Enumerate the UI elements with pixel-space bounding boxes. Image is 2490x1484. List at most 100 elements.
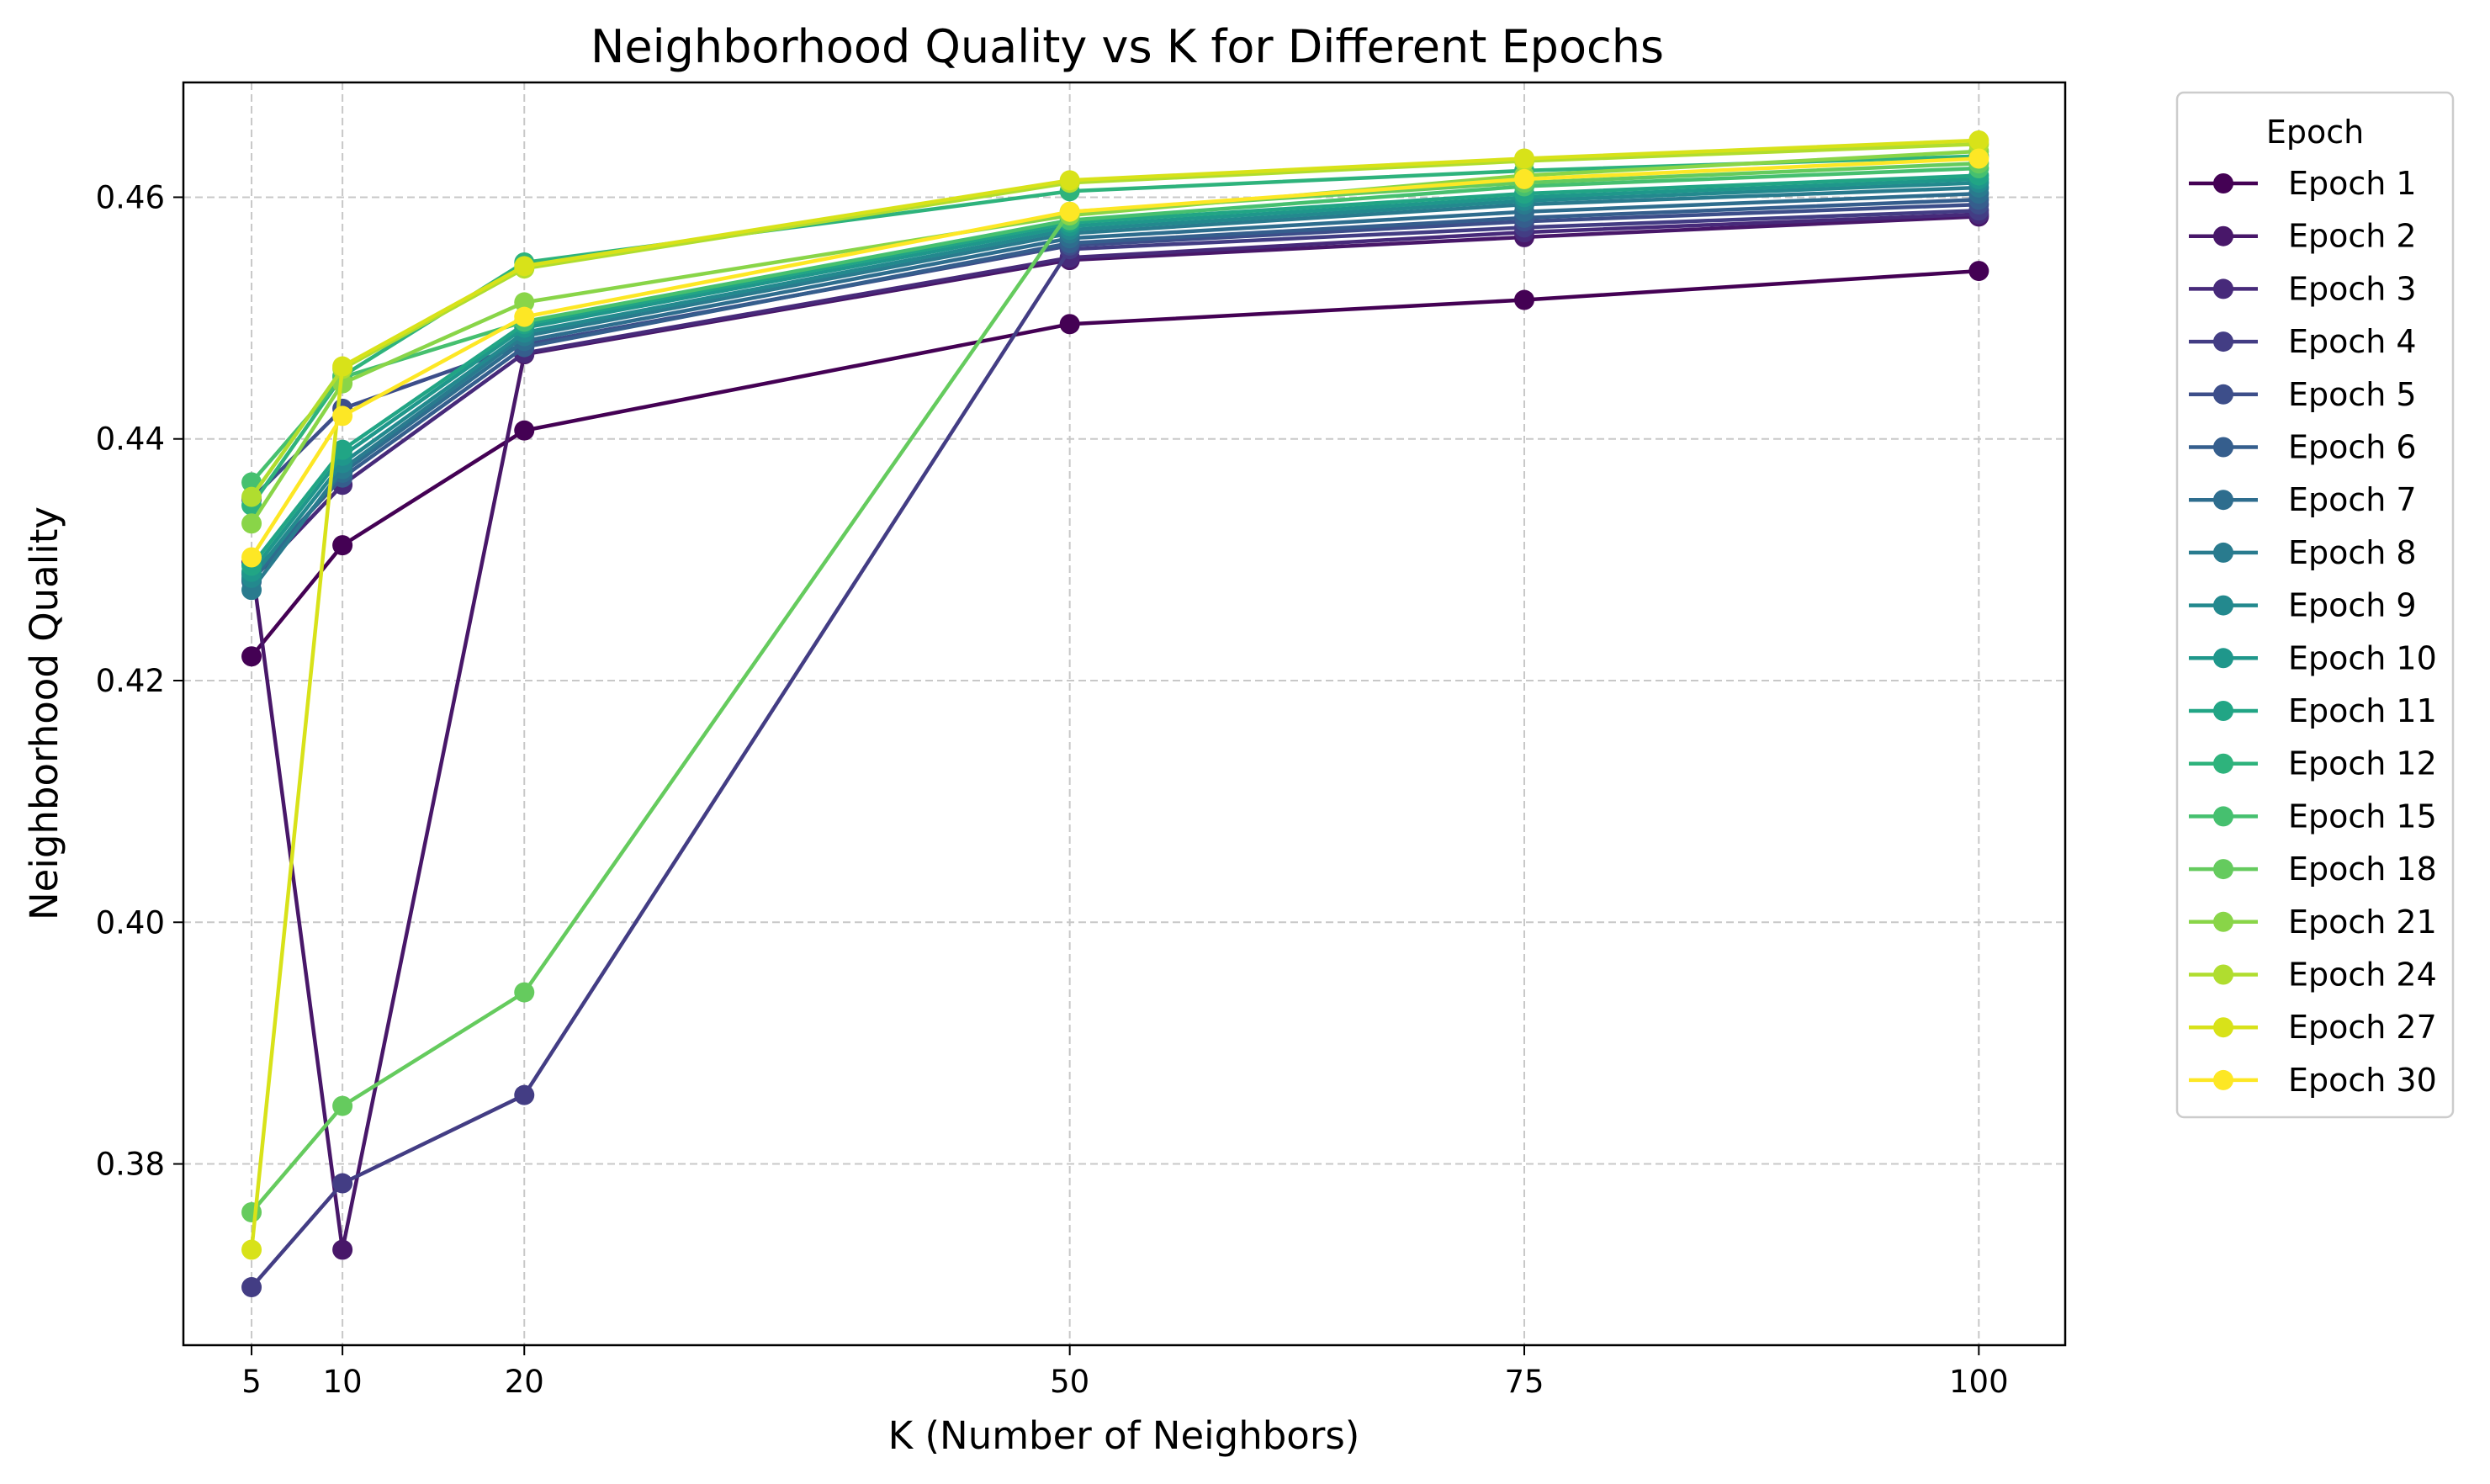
legend-label: Epoch 1 xyxy=(2288,165,2417,202)
legend-marker xyxy=(2213,753,2233,774)
data-point xyxy=(1513,168,1534,189)
legend-label: Epoch 10 xyxy=(2288,639,2437,676)
legend-marker xyxy=(2213,278,2233,299)
data-point xyxy=(1059,170,1080,191)
series-line xyxy=(250,177,1979,574)
legend-marker xyxy=(2213,173,2233,193)
legend-label: Epoch 24 xyxy=(2288,957,2437,994)
series-epoch-30 xyxy=(241,148,1989,568)
data-point xyxy=(241,646,262,667)
legend-frame xyxy=(2175,91,2455,1119)
plot-frame xyxy=(182,81,2067,1347)
series-line xyxy=(250,180,1979,580)
y-axis-label: Neighborhood Quality xyxy=(22,506,66,920)
x-axis-label: K (Number of Neighbors) xyxy=(888,1413,1360,1458)
data-point xyxy=(514,306,535,327)
data-point xyxy=(332,1095,353,1116)
x-tick-label: 100 xyxy=(1949,1364,2009,1400)
legend-label: Epoch 15 xyxy=(2288,798,2437,835)
data-point xyxy=(241,513,262,534)
data-point xyxy=(332,1239,353,1260)
legend-marker xyxy=(2213,437,2233,458)
legend-marker xyxy=(2213,1069,2233,1090)
legend-title: Epoch xyxy=(2266,114,2364,151)
legend-marker xyxy=(2213,964,2233,985)
y-tick-label: 0.42 xyxy=(96,663,165,699)
series-line xyxy=(250,142,1979,499)
legend-label: Epoch 4 xyxy=(2288,323,2417,360)
legend-item: Epoch 1 xyxy=(2189,165,2417,202)
legend-item: Epoch 9 xyxy=(2189,587,2417,624)
legend-label: Epoch 11 xyxy=(2288,692,2437,729)
legend-label: Epoch 6 xyxy=(2288,429,2417,466)
legend-item: Epoch 11 xyxy=(2189,692,2437,729)
legend-label: Epoch 18 xyxy=(2288,851,2437,888)
legend-marker xyxy=(2213,1017,2233,1038)
data-point xyxy=(1513,148,1534,169)
legend-label: Epoch 5 xyxy=(2288,376,2417,413)
legend-item: Epoch 18 xyxy=(2189,851,2437,888)
y-tick-label: 0.44 xyxy=(96,421,165,458)
legend-item: Epoch 2 xyxy=(2189,218,2417,255)
legend-marker xyxy=(2213,595,2233,616)
legend-item: Epoch 7 xyxy=(2189,481,2417,518)
legend-label: Epoch 8 xyxy=(2288,534,2417,571)
legend-items: Epoch 1 Epoch 2 Epoch 3 Epoch 4 Epoch 5 Epoch… xyxy=(2189,165,2437,1099)
data-point xyxy=(1968,148,1989,169)
series-line xyxy=(250,166,1979,484)
legend-item: Epoch 21 xyxy=(2189,904,2437,941)
legend-item: Epoch 4 xyxy=(2189,323,2417,360)
legend-marker xyxy=(2213,225,2233,246)
data-point xyxy=(241,1202,262,1222)
data-point xyxy=(332,439,353,460)
legend-label: Epoch 30 xyxy=(2288,1062,2437,1099)
legend-label: Epoch 3 xyxy=(2288,270,2417,307)
series-line xyxy=(250,268,1979,658)
legend-item: Epoch 15 xyxy=(2189,798,2437,835)
legend-marker xyxy=(2213,701,2233,721)
legend-label: Epoch 27 xyxy=(2288,1009,2437,1046)
series-line xyxy=(249,138,1979,1250)
y-axis-ticks: 0.38 0.40 0.42 0.44 0.46 xyxy=(96,179,183,1183)
legend-item: Epoch 12 xyxy=(2189,745,2437,782)
data-point xyxy=(332,535,353,556)
data-point xyxy=(332,405,353,427)
series-line xyxy=(250,173,1979,567)
series-line xyxy=(250,156,1979,559)
data-point xyxy=(514,982,535,1003)
series-epoch-27 xyxy=(241,130,1989,1260)
x-tick-label: 10 xyxy=(323,1364,363,1400)
legend-item: Epoch 3 xyxy=(2189,270,2417,307)
plot-series xyxy=(241,130,1989,1298)
data-point xyxy=(332,1173,353,1194)
data-point xyxy=(1968,130,1989,151)
legend-marker xyxy=(2213,542,2233,563)
legend-item: Epoch 24 xyxy=(2189,957,2437,994)
legend-label: Epoch 21 xyxy=(2288,904,2437,941)
chart-title: Neighborhood Quality vs K for Different … xyxy=(591,20,1664,73)
legend-marker xyxy=(2213,806,2233,827)
data-point xyxy=(514,292,535,313)
x-tick-label: 50 xyxy=(1050,1364,1089,1400)
data-point xyxy=(241,1277,262,1298)
data-point xyxy=(1513,289,1534,310)
legend-label: Epoch 12 xyxy=(2288,745,2437,782)
legend-marker xyxy=(2213,911,2233,932)
legend-item: Epoch 30 xyxy=(2189,1062,2437,1099)
data-point xyxy=(241,1239,262,1260)
legend-marker xyxy=(2213,331,2233,352)
y-tick-label: 0.46 xyxy=(96,179,165,215)
data-point xyxy=(241,547,262,568)
legend-label: Epoch 2 xyxy=(2288,218,2417,255)
legend-item: Epoch 5 xyxy=(2189,376,2417,413)
y-tick-label: 0.40 xyxy=(96,904,165,941)
data-point xyxy=(241,486,262,507)
legend-marker xyxy=(2213,859,2233,880)
series-line xyxy=(250,161,1979,1214)
data-point xyxy=(514,256,535,277)
series-line xyxy=(250,209,1979,1289)
legend-item: Epoch 27 xyxy=(2189,1009,2437,1046)
legend-marker xyxy=(2213,490,2233,511)
x-tick-label: 5 xyxy=(241,1364,262,1400)
